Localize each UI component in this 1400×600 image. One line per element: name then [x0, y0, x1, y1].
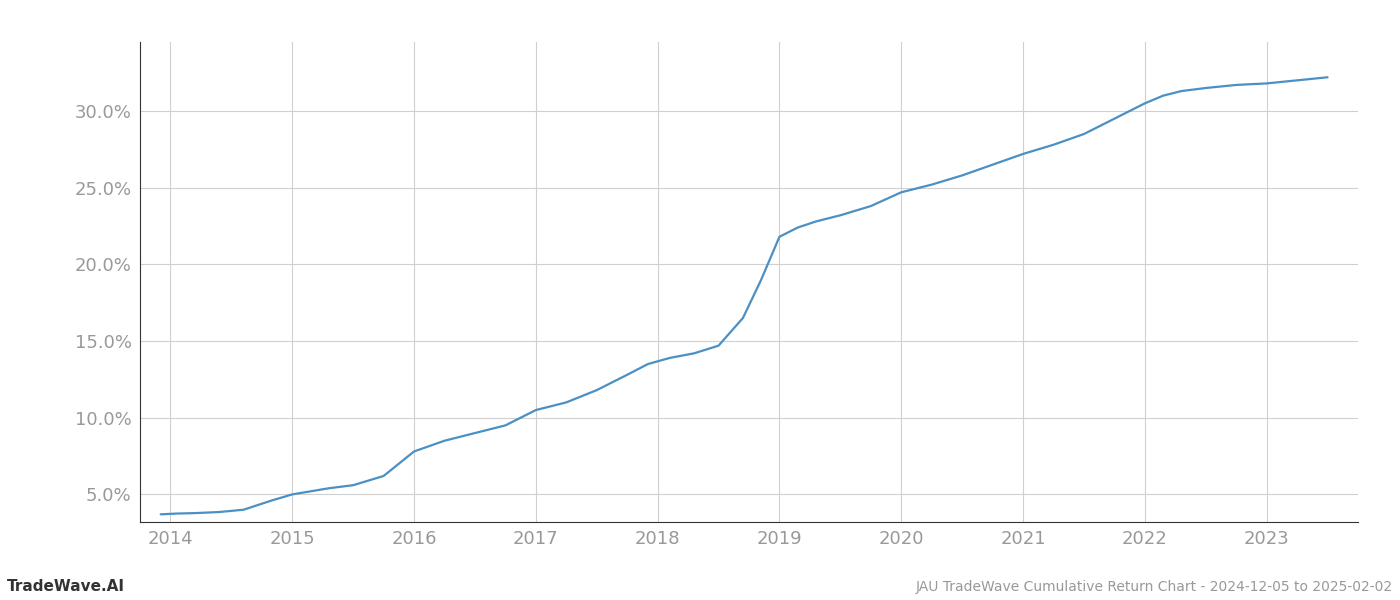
Text: TradeWave.AI: TradeWave.AI — [7, 579, 125, 594]
Text: JAU TradeWave Cumulative Return Chart - 2024-12-05 to 2025-02-02: JAU TradeWave Cumulative Return Chart - … — [916, 580, 1393, 594]
